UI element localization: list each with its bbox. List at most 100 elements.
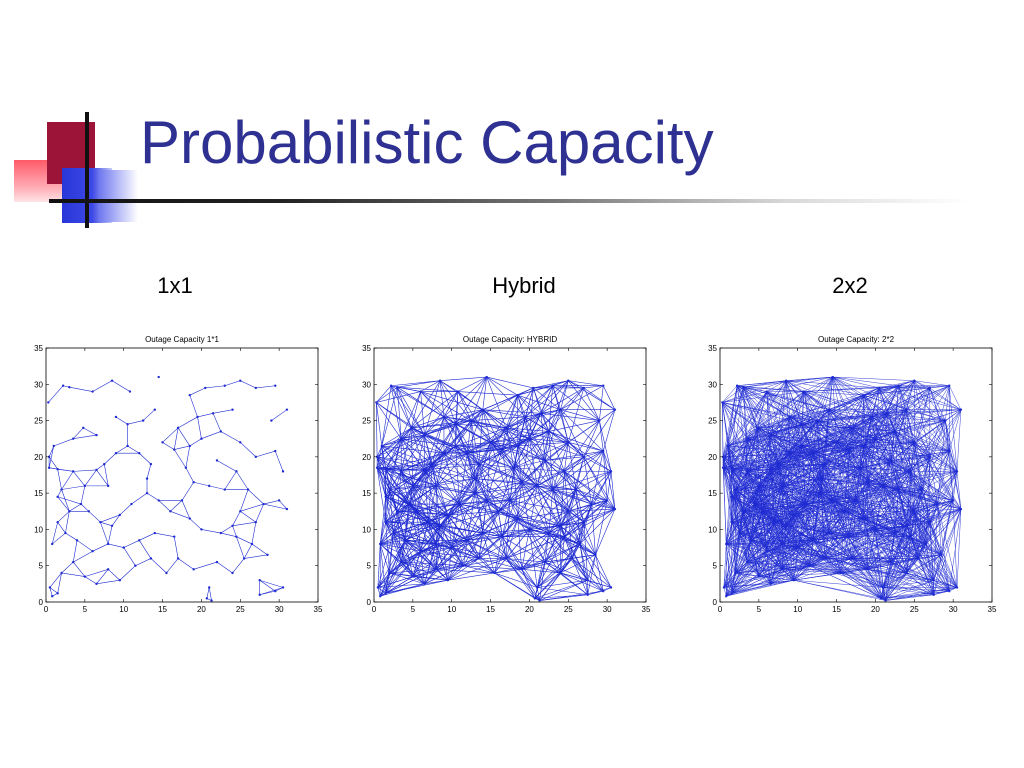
link-line (478, 442, 491, 465)
link-line (579, 543, 589, 595)
link-line (501, 536, 538, 588)
link-line (731, 469, 736, 490)
link-line (813, 442, 837, 454)
link-line (189, 395, 198, 418)
link-line (263, 500, 280, 505)
link-line (820, 492, 876, 530)
link-line (435, 485, 460, 505)
link-line (482, 500, 487, 534)
link-line (467, 452, 514, 469)
link-line (774, 521, 829, 534)
link-line (474, 449, 503, 494)
link-line (871, 416, 895, 432)
link-line (505, 413, 542, 429)
node-point (56, 467, 59, 471)
node-point (95, 582, 98, 586)
link-line (797, 540, 814, 548)
link-line (525, 380, 569, 418)
link-line (525, 385, 553, 418)
link-line (548, 431, 565, 472)
link-line (548, 385, 554, 432)
link-line (766, 551, 794, 581)
link-line (470, 420, 491, 443)
node-point (72, 560, 75, 564)
link-line (548, 532, 588, 581)
link-line (564, 536, 573, 559)
link-line (88, 511, 101, 523)
link-line (952, 500, 962, 510)
link-line (782, 467, 860, 487)
link-line (789, 394, 864, 418)
link-line (506, 427, 569, 443)
link-line (844, 503, 938, 512)
link-line (821, 478, 868, 483)
node-point (862, 517, 865, 520)
link-line (416, 492, 476, 512)
link-line (867, 442, 915, 483)
node-point (847, 535, 850, 538)
link-line (758, 485, 767, 552)
node-point (823, 462, 827, 466)
link-line (848, 536, 942, 556)
link-line (455, 442, 491, 447)
node-point (920, 488, 924, 491)
node-point (184, 466, 188, 469)
link-line (443, 445, 456, 454)
link-line (774, 521, 841, 574)
link-line (517, 445, 553, 490)
link-line (863, 518, 895, 534)
node-point (270, 419, 273, 422)
link-line (785, 467, 861, 526)
link-line (813, 540, 884, 588)
link-line (197, 413, 214, 418)
link-line (885, 558, 919, 601)
link-line (828, 409, 872, 418)
link-line (941, 554, 950, 592)
node-point (419, 390, 422, 393)
link-line (762, 463, 826, 512)
link-line (863, 518, 886, 601)
link-line (867, 482, 884, 487)
link-group (376, 376, 616, 601)
link-line (376, 467, 390, 490)
link-line (863, 445, 930, 458)
link-line (782, 540, 814, 545)
link-line (743, 386, 767, 392)
link-line (568, 442, 612, 472)
link-line (747, 438, 802, 447)
link-line (852, 558, 934, 595)
node-point (126, 444, 129, 448)
node-point (889, 560, 893, 564)
link-line (544, 536, 565, 563)
link-line (731, 496, 814, 541)
node-point (862, 393, 865, 397)
link-line (560, 409, 569, 443)
slide-title: Probabilistic Capacity (140, 109, 714, 176)
link-line (921, 489, 954, 501)
link-line (805, 503, 895, 534)
link-line (376, 467, 413, 487)
link-line (828, 409, 849, 450)
link-line (575, 450, 604, 490)
link-line (583, 522, 596, 555)
link-line (381, 427, 412, 447)
node-point (804, 502, 807, 506)
link-line (529, 489, 554, 530)
link-line (482, 409, 530, 439)
link-line (474, 492, 511, 501)
node-point (726, 444, 729, 448)
link-line (743, 511, 783, 545)
node-point (547, 531, 551, 535)
link-line (956, 471, 962, 510)
link-line (529, 529, 549, 534)
link-line (443, 449, 503, 454)
link-line (451, 511, 499, 548)
link-line (494, 518, 519, 574)
link-line (723, 587, 727, 597)
link-line (723, 463, 779, 468)
link-line (894, 409, 961, 432)
link-line (731, 565, 810, 594)
link-line (560, 409, 604, 452)
link-line (890, 536, 911, 563)
link-line (867, 561, 892, 570)
